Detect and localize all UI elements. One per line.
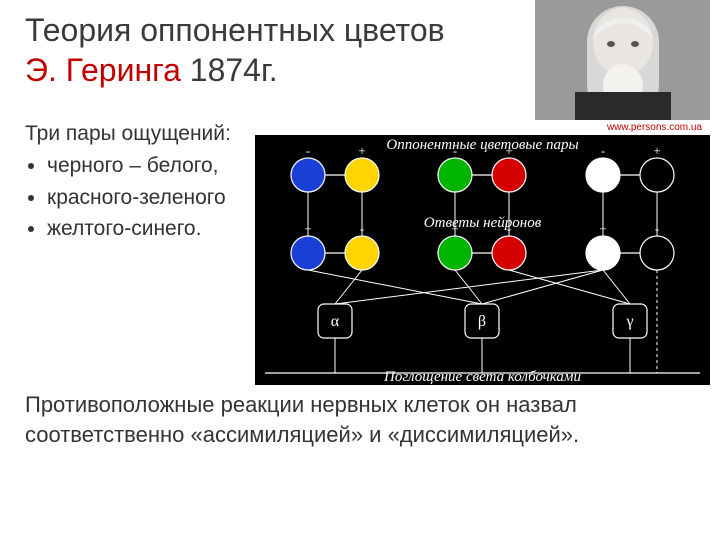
- svg-text:-: -: [601, 143, 605, 158]
- title-name: Э. Геринга: [25, 52, 181, 88]
- svg-text:β: β: [478, 313, 486, 330]
- svg-text:+: +: [505, 143, 512, 158]
- svg-text:-: -: [507, 221, 511, 236]
- title-line1: Теория оппонентных цветов: [25, 12, 445, 48]
- bullet-item: желтого-синего.: [47, 215, 245, 243]
- opponent-diagram: Оппонентные цветовые пары Ответы нейронов…: [255, 135, 710, 385]
- slide-title: Теория оппонентных цветов Э. Геринга 187…: [25, 10, 495, 90]
- title-year: 1874г.: [190, 52, 278, 88]
- svg-text:-: -: [453, 143, 457, 158]
- svg-text:Оппонентные цветовые пары: Оппонентные цветовые пары: [386, 137, 578, 153]
- svg-text:+: +: [358, 143, 365, 158]
- bullet-item: черного – белого,: [47, 152, 245, 180]
- svg-text:Ответы нейронов: Ответы нейронов: [424, 215, 542, 231]
- body-lead: Три пары ощущений:: [25, 122, 231, 145]
- bullet-item: красного-зеленого: [47, 184, 245, 212]
- bullet-list: черного – белого, красного-зеленого желт…: [25, 152, 245, 243]
- svg-text:γ: γ: [625, 313, 633, 330]
- svg-text:α: α: [331, 313, 340, 330]
- svg-text:-: -: [360, 221, 364, 236]
- body-text: Три пары ощущений: черного – белого, кра…: [25, 120, 245, 246]
- svg-text:-: -: [655, 221, 659, 236]
- paragraph: Противоположные реакции нервных клеток о…: [25, 390, 695, 449]
- slide: www.persons.com.ua Теория оппонентных цв…: [0, 0, 720, 540]
- svg-text:+: +: [653, 143, 660, 158]
- svg-text:+: +: [451, 221, 458, 236]
- svg-text:+: +: [599, 221, 606, 236]
- svg-text:-: -: [306, 143, 310, 158]
- svg-text:+: +: [304, 221, 311, 236]
- watermark: www.persons.com.ua: [607, 122, 702, 133]
- portrait-photo: [535, 0, 710, 120]
